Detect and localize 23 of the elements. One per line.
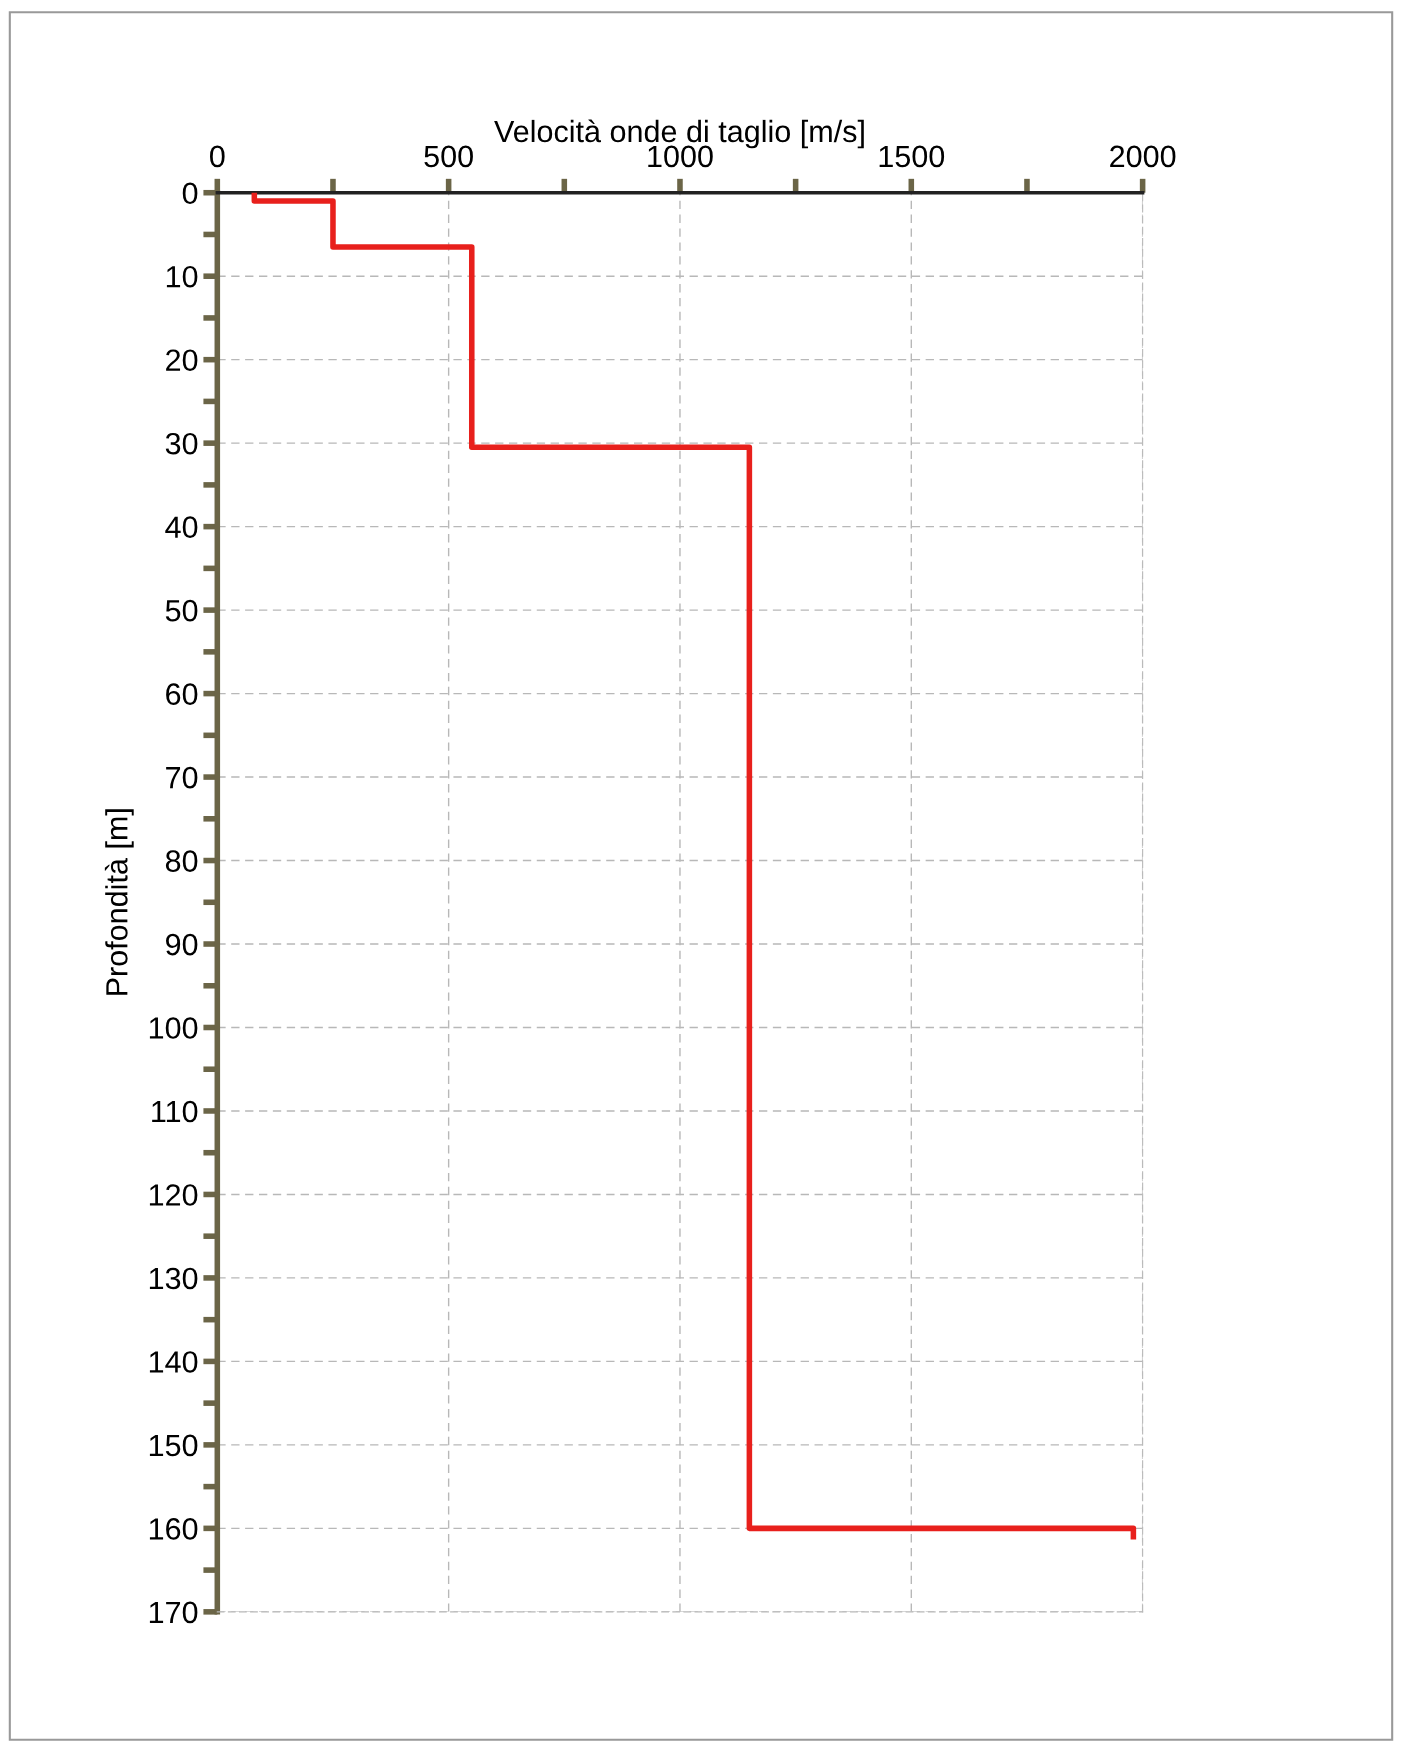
y-axis-title: Profondità [m] [104, 809, 134, 995]
x-tick-label: 2000 [1110, 145, 1176, 168]
y-tick-label: 10 [166, 265, 198, 288]
y-tick-label: 70 [166, 766, 198, 789]
y-tick-label: 0 [182, 182, 198, 205]
y-tick-label: 60 [166, 683, 198, 705]
y-tick-label: 120 [149, 1184, 198, 1206]
y-tick-label: 90 [166, 933, 198, 956]
y-tick-label: 100 [149, 1017, 198, 1039]
y-tick-label: 40 [165, 516, 198, 538]
y-tick-label: 140 [149, 1351, 198, 1373]
y-tick-label: 30 [165, 432, 198, 455]
y-tick-label: 80 [165, 850, 198, 872]
y-tick-label: 110 [152, 1100, 198, 1123]
y-tick-label: 150 [149, 1434, 198, 1457]
y-tick-label: 130 [149, 1267, 198, 1290]
x-tick-label: 1500 [879, 145, 945, 168]
y-tick-label: 170 [149, 1601, 198, 1624]
x-tick-label: 500 [424, 145, 473, 168]
y-tick-label: 160 [149, 1518, 198, 1540]
y-tick-label: 50 [165, 599, 198, 622]
y-tick-label: 20 [166, 349, 198, 372]
x-tick-label: 0 [210, 145, 225, 168]
